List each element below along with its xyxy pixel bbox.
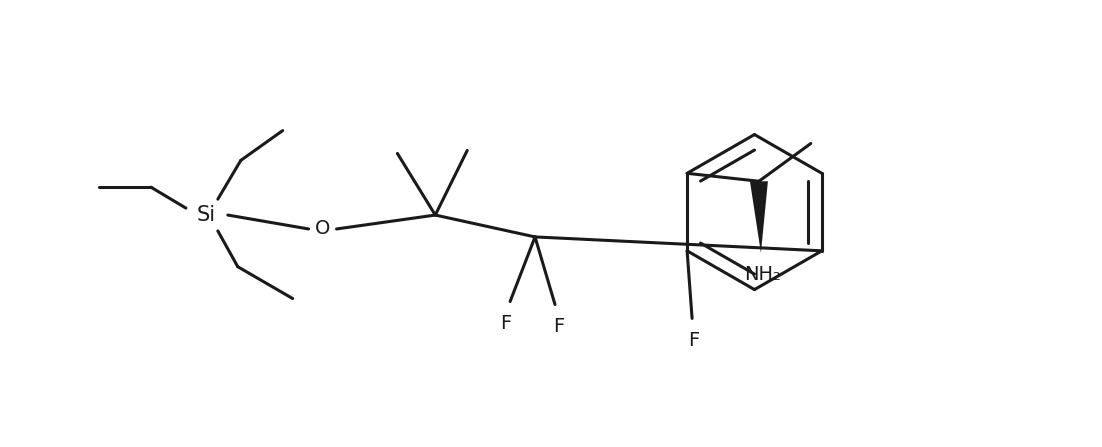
Polygon shape	[750, 181, 768, 253]
Text: F: F	[689, 331, 700, 350]
Text: Si: Si	[196, 205, 215, 225]
Text: F: F	[553, 317, 564, 336]
Text: O: O	[315, 219, 331, 238]
Text: F: F	[500, 314, 511, 333]
Text: NH₂: NH₂	[745, 265, 781, 284]
